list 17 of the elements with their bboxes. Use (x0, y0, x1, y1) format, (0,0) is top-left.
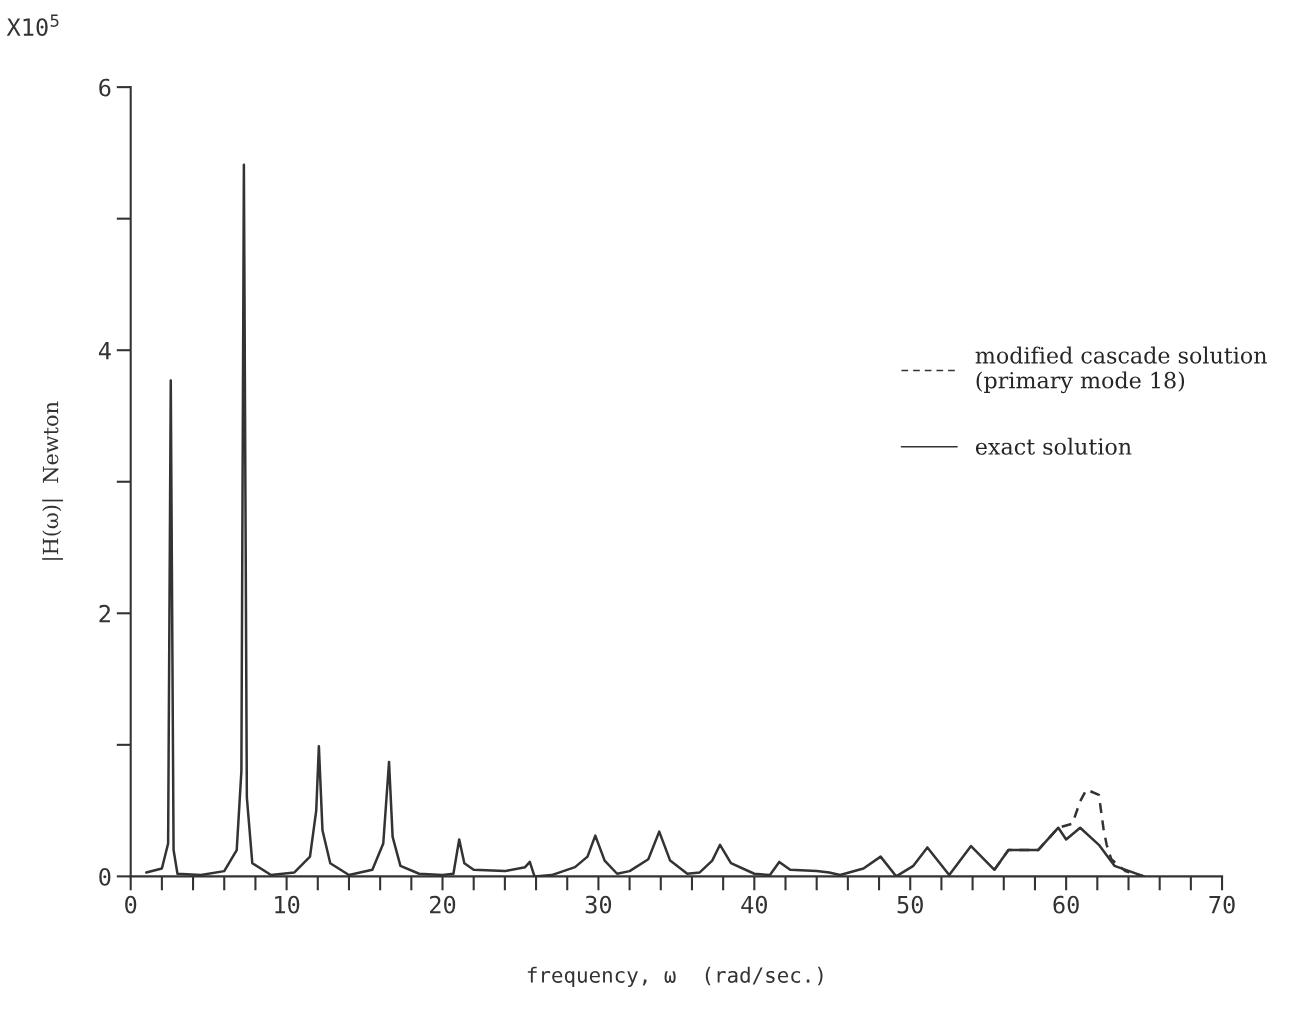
text: X10$^{5}$ (6, 14, 59, 37)
y-axis-title: |H(ω)| Newton (42, 401, 64, 560)
x-tick-label: 60 (1053, 895, 1079, 914)
y-tick-label: 0 (99, 867, 111, 886)
x-axis-title: frequency, ω (rad/sec.) (527, 966, 823, 987)
y-tick-label: 6 (99, 78, 111, 97)
legend-label: modified cascade solution (primary mode 18) (975, 346, 1267, 394)
legend-label: exact solution (975, 437, 1132, 455)
x-tick-label: 10 (275, 895, 300, 914)
y-tick-label: 4 (98, 342, 111, 360)
x-tick-label: 70 (1209, 895, 1235, 914)
x-tick-label: 20 (430, 895, 456, 914)
x-tick-label: 40 (741, 895, 768, 914)
y-tick-label: 2 (99, 604, 110, 623)
x-tick-label: 50 (897, 895, 923, 914)
x-tick-label: 30 (585, 895, 612, 914)
x-tick-label: 0 (125, 895, 137, 914)
